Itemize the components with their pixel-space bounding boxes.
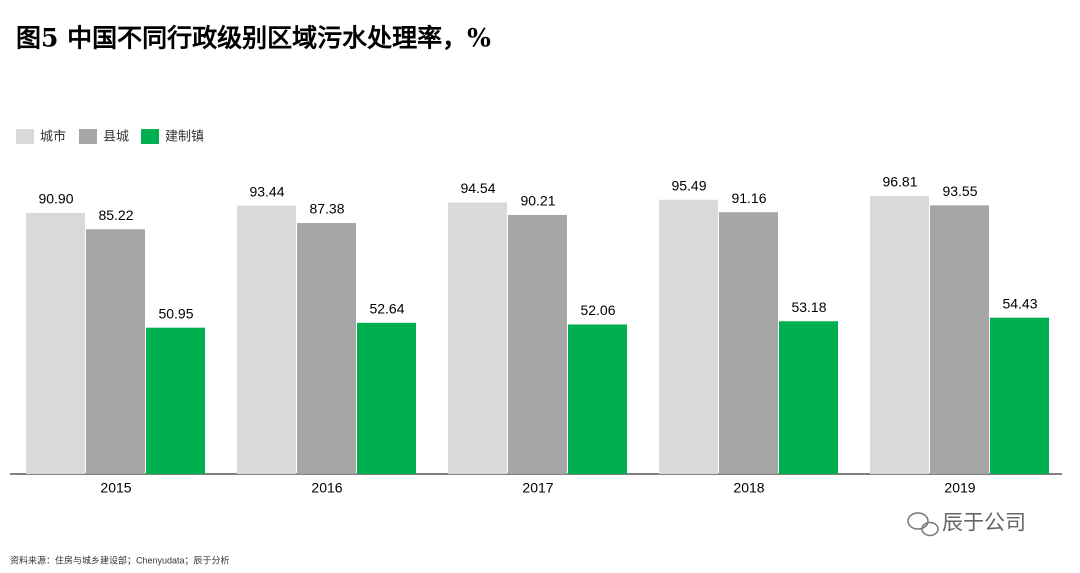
value-label: 95.49	[671, 177, 706, 193]
value-label: 87.38	[309, 201, 344, 217]
bar	[237, 205, 296, 474]
value-label: 52.64	[369, 301, 404, 317]
chart-title: 图5 中国不同行政级别区域污水处理率，%	[16, 24, 491, 53]
value-label: 91.16	[731, 190, 766, 206]
source-note: 资料来源：住房与城乡建设部；Chenyudata；辰于分析	[10, 554, 230, 565]
bar	[990, 317, 1049, 474]
bar	[930, 205, 989, 474]
legend-label: 建制镇	[165, 128, 204, 143]
watermark-icon	[907, 512, 939, 537]
value-label: 50.95	[158, 305, 193, 321]
value-label: 94.54	[460, 180, 495, 196]
value-label: 85.22	[98, 207, 133, 223]
bar	[568, 324, 627, 474]
bar	[779, 321, 838, 474]
bar	[448, 202, 507, 474]
x-tick-label: 2019	[944, 480, 975, 496]
x-tick-label: 2016	[311, 480, 342, 496]
bar	[297, 223, 356, 474]
value-label: 54.43	[1002, 295, 1037, 311]
bar	[719, 212, 778, 474]
legend-swatch	[79, 129, 97, 144]
value-label: 52.06	[580, 302, 615, 318]
x-tick-label: 2015	[100, 480, 131, 496]
x-tick-label: 2017	[522, 480, 553, 496]
bar	[870, 195, 929, 475]
bar	[86, 229, 145, 474]
value-label: 53.18	[791, 299, 826, 315]
value-label: 96.81	[882, 174, 917, 190]
watermark: 辰于公司	[942, 512, 1026, 535]
bar	[659, 199, 718, 474]
legend-label: 城市	[40, 128, 66, 143]
value-label: 90.21	[520, 193, 555, 209]
x-tick-label: 2018	[733, 480, 764, 496]
value-label: 93.55	[942, 183, 977, 199]
bar	[146, 327, 205, 474]
legend-swatch	[16, 129, 34, 144]
bar	[508, 214, 567, 475]
bar	[357, 322, 416, 474]
bar	[26, 212, 85, 475]
legend-label: 县城	[103, 128, 129, 143]
value-label: 93.44	[249, 183, 284, 199]
value-label: 90.90	[38, 191, 73, 207]
legend-swatch	[141, 129, 159, 144]
